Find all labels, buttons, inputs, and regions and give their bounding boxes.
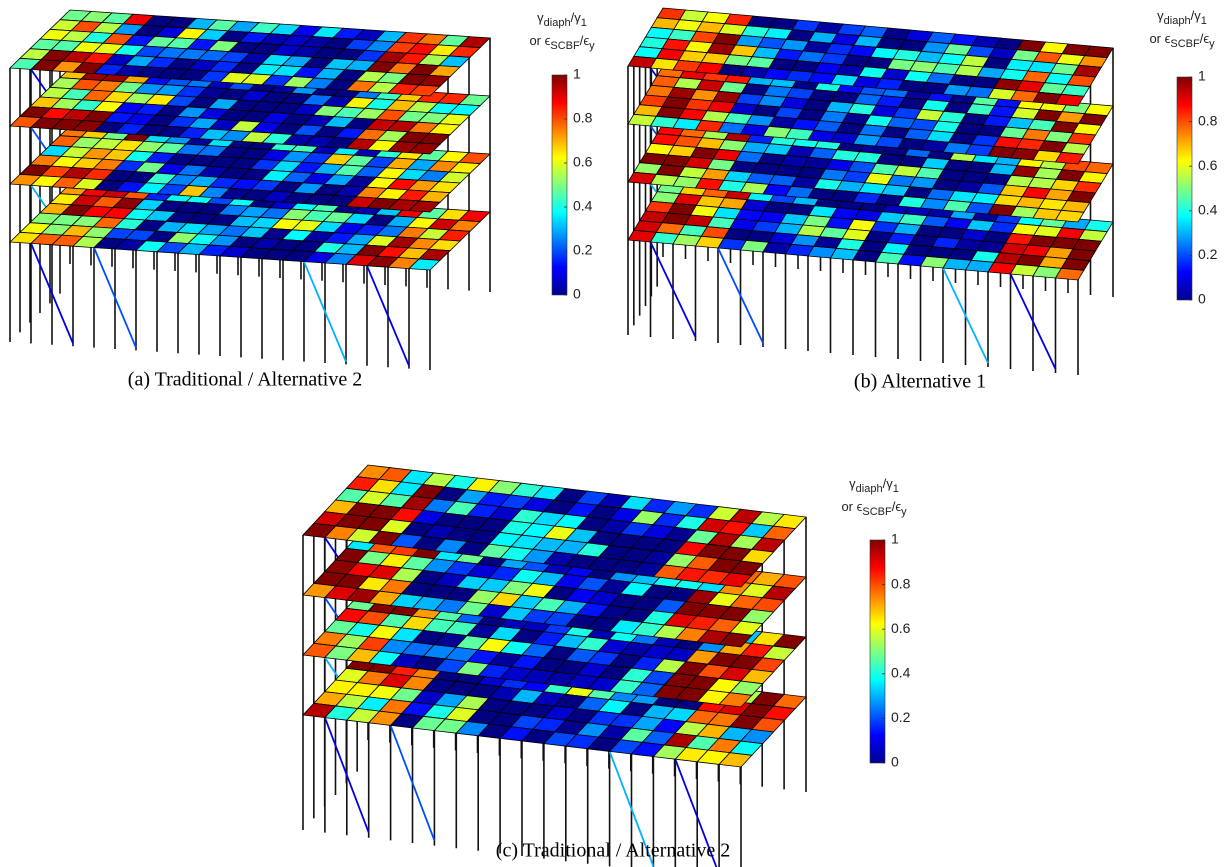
caption: (b) Alternative 1 <box>854 371 986 393</box>
label-text: γ <box>537 10 544 25</box>
label-subscript: diaph <box>544 17 571 29</box>
colorbar-label: γdiaph/γ1 <box>537 10 587 29</box>
label-text: /ϵ <box>580 33 590 48</box>
brace <box>649 241 697 338</box>
colorbar-tick-label: 0.2 <box>573 242 593 258</box>
label-text: /ϵ <box>892 499 902 514</box>
floor-cell <box>718 632 753 648</box>
floor-cell <box>718 752 753 768</box>
floor-cell <box>408 142 441 155</box>
brace <box>324 717 370 833</box>
label-text: or ϵ <box>841 499 862 514</box>
label-subscript: diaph <box>856 483 883 495</box>
label-subscript: SCBF <box>862 506 892 518</box>
label-text: γ <box>849 476 856 491</box>
floor-cell <box>1054 267 1085 281</box>
label-subscript: y <box>589 40 595 52</box>
colorbar-label: γdiaph/γ1 <box>849 476 899 495</box>
brace <box>303 261 347 362</box>
brace <box>674 758 718 867</box>
colorbar-tick-label: 0.2 <box>1198 246 1218 262</box>
colorbar <box>1176 76 1193 301</box>
floor-cell <box>718 692 753 708</box>
floor-cell <box>1054 209 1085 223</box>
colorbar-tick-label: 0.4 <box>1198 202 1218 218</box>
brace <box>1009 273 1057 370</box>
brace <box>30 243 74 344</box>
colorbar-tick-label: 0.6 <box>891 620 911 636</box>
floor-cell <box>1054 93 1085 107</box>
floor-cell <box>408 84 441 97</box>
label-subscript: SCBF <box>550 40 580 52</box>
label-text: or ϵ <box>529 33 550 48</box>
colorbar-tick-label: 0.8 <box>891 575 911 591</box>
label-text: /ϵ <box>1200 31 1210 46</box>
floor-cell <box>1054 151 1085 165</box>
caption: (a) Traditional / Alternative 2 <box>128 369 362 391</box>
label-text: /γ <box>1191 8 1202 23</box>
brace <box>942 267 989 364</box>
label-subscript: 1 <box>893 483 899 495</box>
colorbar-tick-label: 0.6 <box>1198 157 1218 173</box>
colorbar-tick-label: 0.4 <box>891 665 911 681</box>
label-subscript: diaph <box>1164 15 1191 27</box>
colorbar-tick-label: 0 <box>891 754 899 770</box>
colorbar-tick-label: 1 <box>891 531 899 547</box>
label-subscript: 1 <box>1201 15 1207 27</box>
brace <box>366 265 410 367</box>
colorbar-tick-label: 0 <box>573 286 581 302</box>
colorbar-tick-label: 1 <box>1198 68 1206 84</box>
colorbar <box>869 539 886 764</box>
brace <box>389 725 436 841</box>
brace <box>717 247 764 344</box>
floor-cell <box>408 258 441 271</box>
colorbar-tick-label: 0.8 <box>1198 112 1218 128</box>
colorbar-label: or ϵSCBF/ϵy <box>1149 31 1215 50</box>
brace <box>93 247 137 348</box>
colorbar-label: or ϵSCBF/ϵy <box>529 33 595 52</box>
caption: (c) Traditional / Alternative 2 <box>496 840 730 862</box>
colorbar-tick-label: 0.8 <box>573 110 593 126</box>
label-text: /γ <box>571 10 582 25</box>
label-subscript: 1 <box>581 17 587 29</box>
colorbar-tick-label: 0 <box>1198 291 1206 307</box>
label-text: /γ <box>883 476 894 491</box>
colorbar <box>551 74 568 296</box>
floor-cell <box>408 200 441 213</box>
label-subscript: y <box>901 506 907 518</box>
floor-cell <box>718 572 753 588</box>
colorbar-label: or ϵSCBF/ϵy <box>841 499 907 518</box>
brace <box>608 751 655 867</box>
label-text: or ϵ <box>1149 31 1170 46</box>
label-subscript: y <box>1209 38 1215 50</box>
colorbar-tick-label: 0.4 <box>573 198 593 214</box>
label-subscript: SCBF <box>1170 38 1200 50</box>
colorbar-tick-label: 1 <box>573 66 581 82</box>
label-text: γ <box>1157 8 1164 23</box>
colorbar-tick-label: 0.2 <box>891 709 911 725</box>
colorbar-label: γdiaph/γ1 <box>1157 8 1207 27</box>
colorbar-tick-label: 0.6 <box>573 154 593 170</box>
